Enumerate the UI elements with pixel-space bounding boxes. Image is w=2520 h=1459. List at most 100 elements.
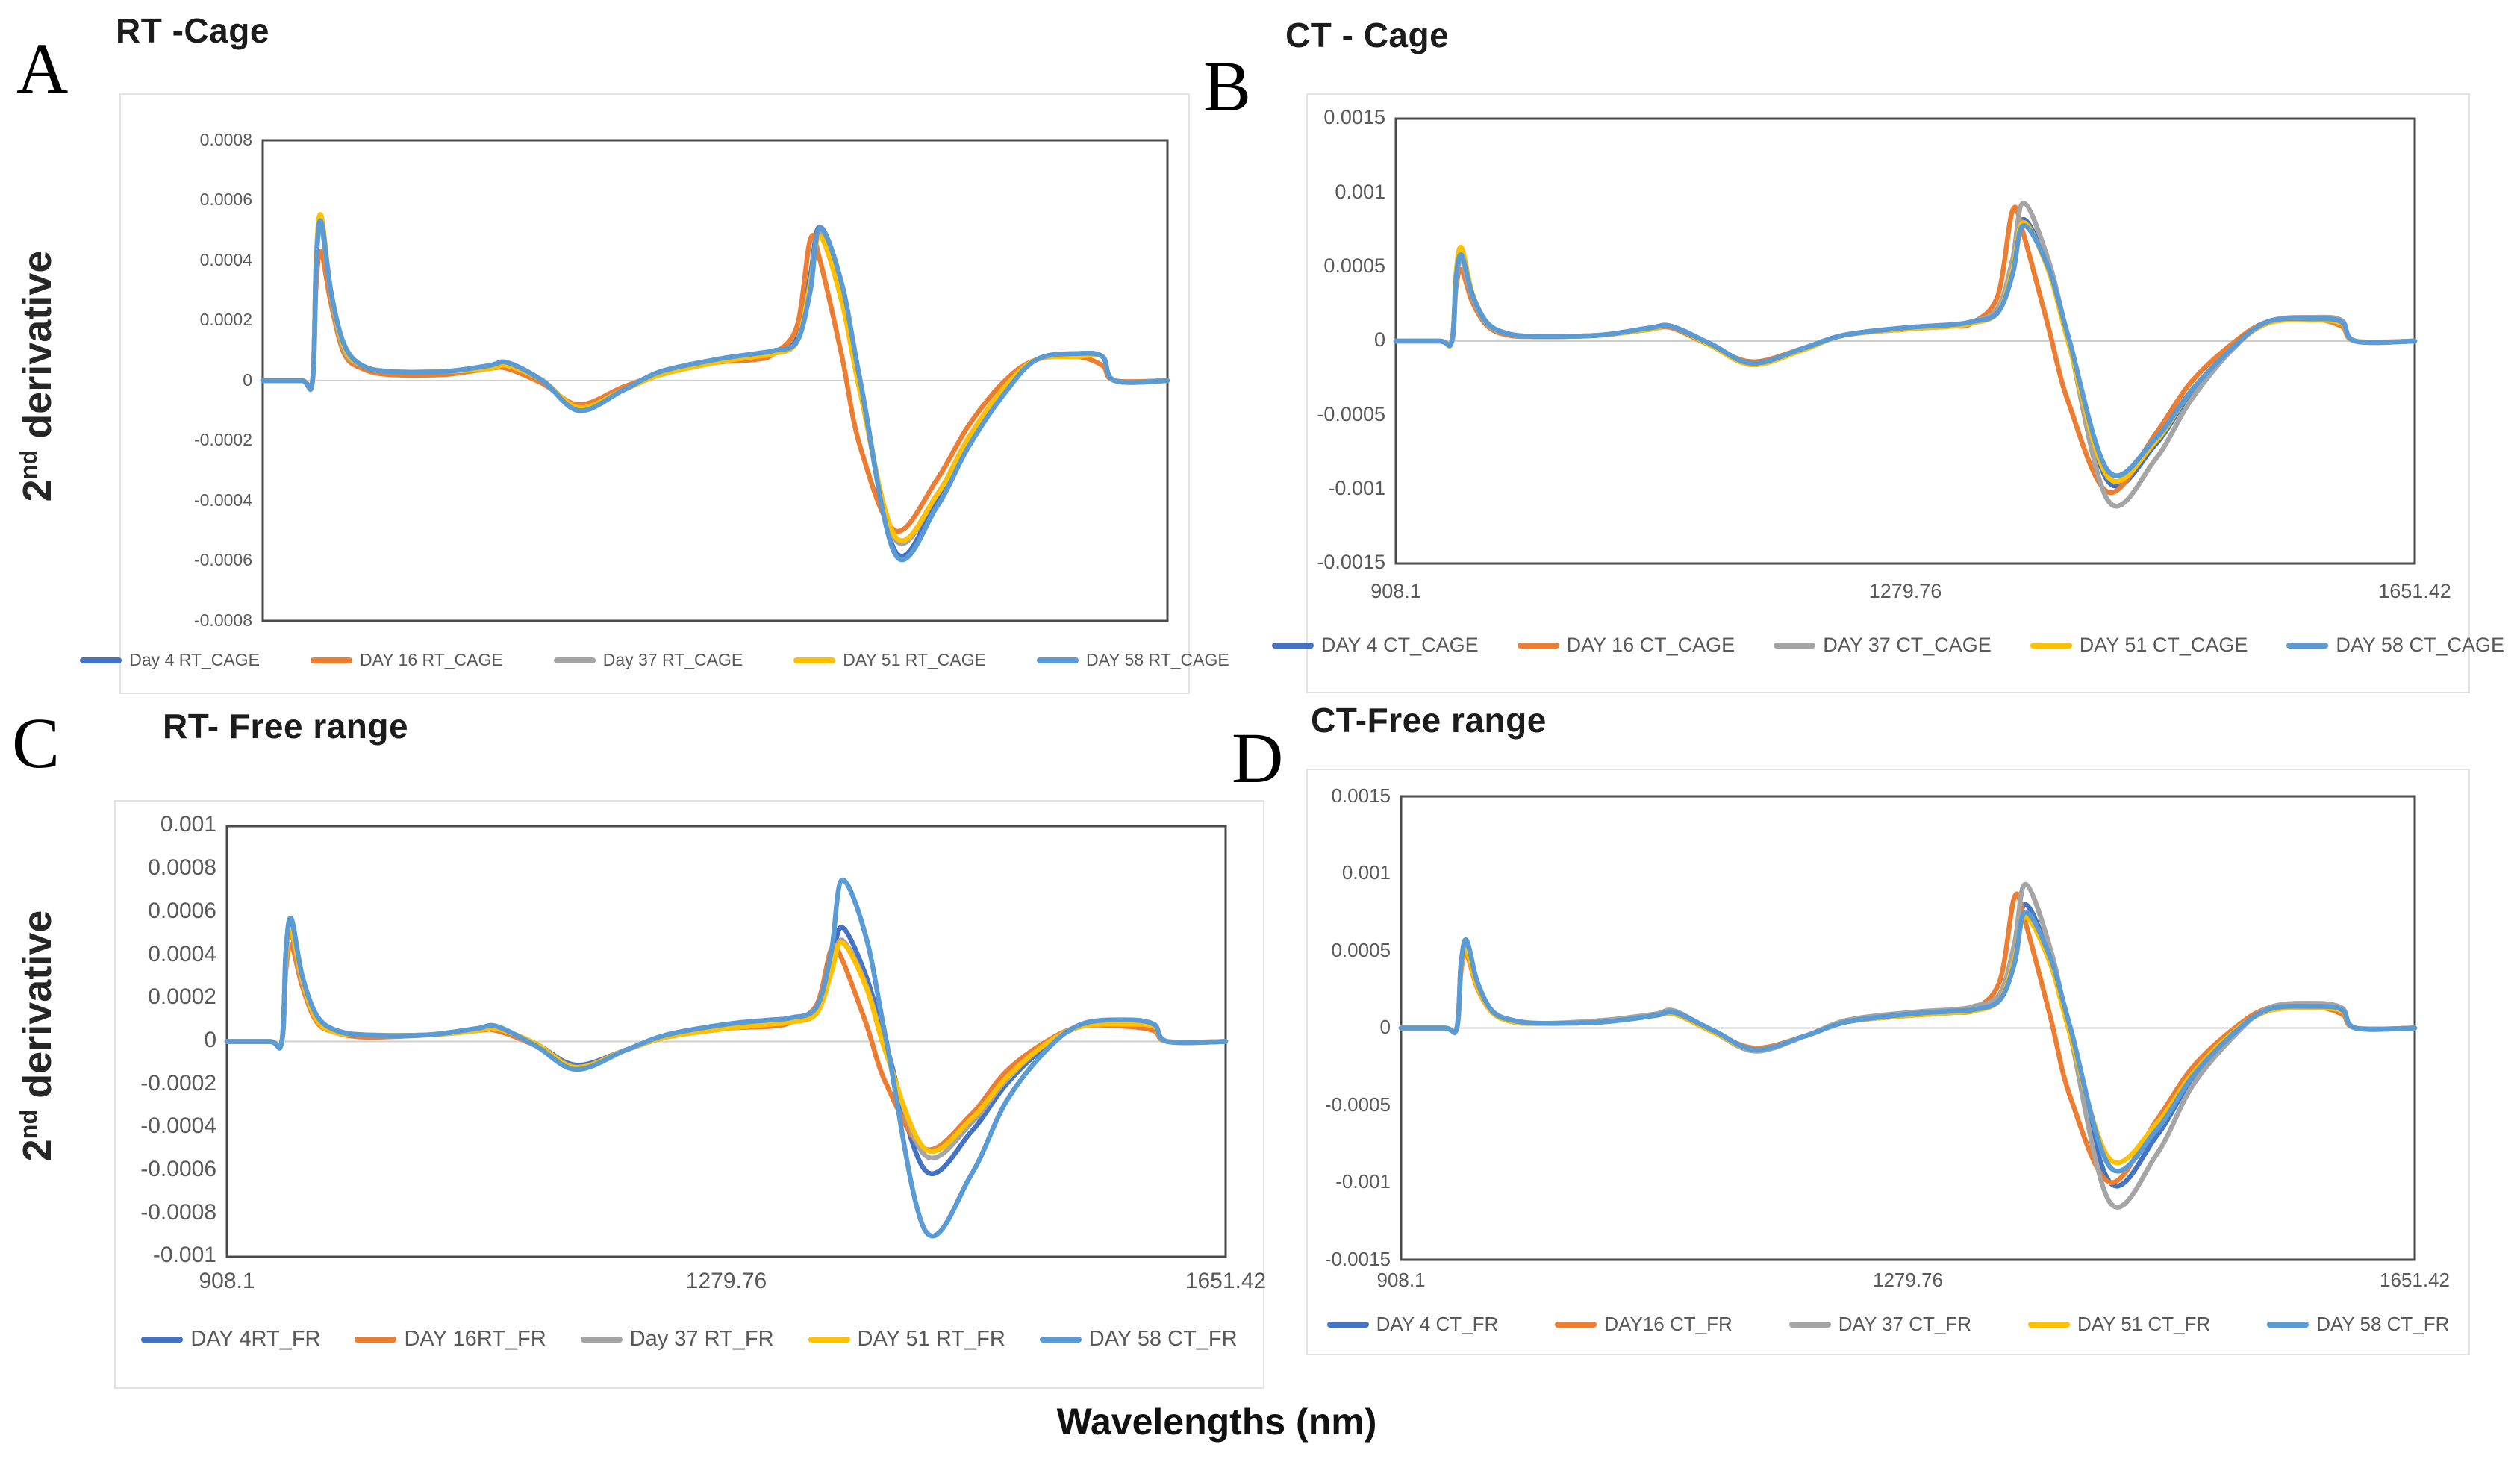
legend-label: Day 37 RT_FR	[629, 1327, 774, 1351]
y-axis-title: 2nd derivative	[4, 812, 60, 1260]
chart-plot	[1398, 795, 2418, 1261]
legend-label: DAY 51 CT_CAGE	[2079, 634, 2248, 656]
series-line-day-51-rt-fr	[224, 926, 1229, 1154]
legend-label: DAY 51 RT_CAGE	[843, 650, 986, 669]
y-tick-label: -0.0005	[1324, 1093, 1391, 1116]
legend-item: DAY 51 RT_FR	[808, 1327, 1005, 1352]
legend-color-line-icon	[2027, 1321, 2070, 1328]
legend-label: DAY 58 CT_FR	[2316, 1313, 2450, 1335]
chart-card: 0.0008 0.0006 0.0004 0.0002 0 -0.0002 -0.0004 -…	[80, 93, 1229, 694]
legend-label: Day 37 RT_CAGE	[602, 650, 743, 669]
series-line-day-37-rt-fr	[224, 931, 1229, 1160]
legend-label: DAY 16 RT_CAGE	[359, 650, 503, 669]
series-line-day-58-rt-cage	[260, 218, 1170, 563]
x-tick-label: 1651.42	[2378, 580, 2451, 602]
legend-label: DAY 58 CT_CAGE	[2336, 634, 2504, 656]
panel-letter: B	[1203, 46, 1252, 126]
legend-label: DAY 4RT_FR	[190, 1327, 321, 1351]
x-tick-label: 908.1	[1376, 1269, 1426, 1291]
legend-label: DAY 4 CT_FR	[1376, 1313, 1499, 1335]
series-line-day-58-ct-fr	[224, 877, 1229, 1239]
legend-color-line-icon	[2030, 642, 2072, 649]
y-tick-label: 0.001	[160, 812, 216, 837]
legend-label: DAY 4 CT_CAGE	[1321, 634, 1479, 656]
y-tick-label: 0.0006	[148, 898, 216, 923]
legend-item: DAY 51 CT_CAGE	[2030, 634, 2248, 657]
legend-color-line-icon	[1555, 1321, 1597, 1328]
legend-label: DAY 37 CT_CAGE	[1823, 634, 1992, 656]
legend-item: DAY 16 RT_CAGE	[310, 650, 503, 670]
y-tick-label: -0.0002	[193, 430, 252, 450]
chart-legend: Day 4 RT_CAGE DAY 16 RT_CAGE Day 37 RT_CAG…	[80, 650, 1229, 670]
y-tick-label: 0.0006	[199, 190, 252, 210]
y-axis-title-base: 2	[15, 1139, 60, 1162]
y-tick-label: 0.0002	[148, 984, 216, 1010]
legend-label: DAY16 CT_FR	[1604, 1313, 1732, 1335]
y-axis-title-rest: derivative	[15, 910, 60, 1110]
legend-color-line-icon	[1272, 642, 1314, 649]
series-line-day-16-rt-cage	[260, 233, 1170, 534]
series-line-day-37-ct-fr	[1398, 881, 2418, 1210]
legend-item: Day 4 RT_CAGE	[80, 650, 260, 670]
y-tick-label: 0.0005	[1323, 254, 1385, 277]
x-tick-label: 1651.42	[1185, 1269, 1267, 1293]
chart-legend: DAY 4 CT_FR DAY16 CT_FR DAY 37 CT_FR DAY 51…	[1308, 1313, 2468, 1336]
y-tick-label: 0	[204, 1027, 216, 1052]
legend-label: DAY 58 RT_CAGE	[1085, 650, 1229, 669]
legend-label: DAY 16 CT_CAGE	[1566, 634, 1735, 656]
legend-label: Day 4 RT_CAGE	[129, 650, 260, 669]
y-tick-label: 0.0015	[1323, 106, 1385, 129]
series-line-day-16rt-fr	[224, 942, 1229, 1152]
legend-color-line-icon	[2286, 642, 2329, 649]
series-line-day16-ct-fr	[1398, 891, 2418, 1185]
y-tick-label: 0.0005	[1331, 938, 1391, 961]
chart-title: RT -Cage	[116, 11, 269, 50]
panel-letter: C	[12, 703, 60, 783]
legend-color-line-icon	[808, 1336, 850, 1343]
y-tick-label: -0.001	[1328, 476, 1385, 499]
chart-card: 0.001 0.0008 0.0006 0.0004 0.0002 0 -0.0002 -0.…	[114, 800, 1267, 1389]
series-line-day-4-rt-cage	[260, 215, 1170, 559]
y-tick-label: 0.001	[1341, 861, 1391, 884]
series-line-day-51-ct-fr	[1398, 914, 2418, 1166]
legend-item: Day 37 RT_CAGE	[553, 650, 743, 670]
y-tick-label: -0.0015	[1317, 551, 1385, 574]
series-line-day-4-ct-cage	[1393, 216, 2418, 489]
chart-legend: DAY 4 CT_CAGE DAY 16 CT_CAGE DAY 37 CT_CAG…	[1272, 634, 2504, 657]
legend-item: DAY 58 CT_FR	[1039, 1327, 1238, 1352]
x-tick-label: 1279.76	[1873, 1269, 1943, 1291]
legend-color-line-icon	[1774, 642, 1816, 649]
x-tick-label: 1279.76	[685, 1269, 767, 1293]
y-axis-title-base: 2	[15, 479, 60, 502]
series-line-day-58-ct-fr	[1398, 910, 2418, 1174]
y-tick-label: 0.0008	[199, 129, 252, 149]
legend-item: DAY 37 CT_CAGE	[1774, 634, 1992, 657]
legend-color-line-icon	[553, 657, 596, 663]
series-line-day-37-ct-cage	[1393, 200, 2418, 509]
y-tick-label: -0.0004	[193, 490, 252, 510]
legend-color-line-icon	[1788, 1321, 1831, 1328]
legend-item: DAY 4 CT_CAGE	[1272, 634, 1479, 657]
series-line-day-37-rt-cage	[260, 221, 1170, 546]
x-tick-label: 1651.42	[2380, 1269, 2450, 1291]
legend-color-line-icon	[580, 1336, 623, 1343]
chart-card: 0.0015 0.001 0.0005 0 -0.0005 -0.001 -0.0015 90…	[1272, 93, 2504, 693]
legend-item: DAY 37 CT_FR	[1788, 1313, 1971, 1336]
y-tick-label: 0.0002	[199, 310, 252, 330]
chart-plot	[224, 825, 1229, 1258]
legend-label: DAY 58 CT_FR	[1088, 1327, 1238, 1351]
y-tick-label: 0	[243, 369, 252, 390]
legend-item: DAY 16 CT_CAGE	[1517, 634, 1735, 657]
legend-color-line-icon	[355, 1336, 397, 1343]
y-tick-label: 0.0004	[148, 941, 216, 966]
panel-letter: A	[16, 28, 69, 108]
series-line-day-51-rt-cage	[260, 212, 1170, 543]
legend-item: Day 37 RT_FR	[580, 1327, 774, 1352]
y-tick-label: -0.0005	[1317, 402, 1385, 425]
y-tick-label: -0.001	[1335, 1170, 1391, 1193]
x-tick-label: 908.1	[199, 1269, 255, 1293]
y-tick-label: -0.0006	[193, 550, 252, 570]
legend-item: DAY 16RT_FR	[355, 1327, 546, 1352]
legend-item: DAY 51 CT_FR	[2027, 1313, 2210, 1336]
legend-item: DAY16 CT_FR	[1555, 1313, 1732, 1336]
